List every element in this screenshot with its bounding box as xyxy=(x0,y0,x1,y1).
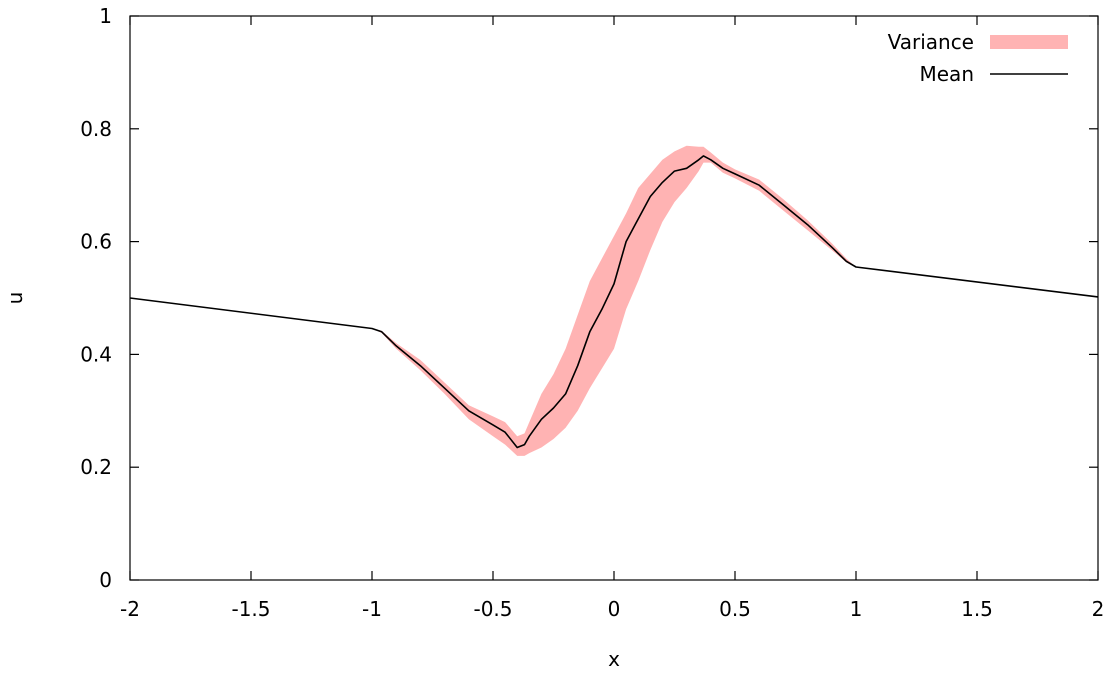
x-tick-label: 2 xyxy=(1092,597,1105,621)
x-tick-label: -2 xyxy=(120,597,140,621)
mean-line-layer xyxy=(129,155,1099,449)
x-tick-label: 1 xyxy=(850,597,863,621)
x-tick-label: -1 xyxy=(362,597,382,621)
y-tick-label: 0.8 xyxy=(80,117,112,141)
y-axis-label: u xyxy=(3,292,27,305)
x-tick-label: -0.5 xyxy=(473,597,512,621)
x-tick-label: 1.5 xyxy=(961,597,993,621)
y-tick-label: 0.2 xyxy=(80,455,112,479)
x-tick-label: 0.5 xyxy=(719,597,751,621)
variance-band-layer xyxy=(372,145,856,456)
x-axis: -2 -1.5 -1 -0.5 0 0.5 1 1.5 2 xyxy=(120,16,1104,621)
y-axis: 0 0.2 0.4 0.6 0.8 1 xyxy=(80,4,1098,592)
legend-swatch-variance xyxy=(990,35,1068,49)
y-tick-label: 0.4 xyxy=(80,342,112,366)
y-tick-label: 1 xyxy=(99,4,112,28)
x-axis-label: x xyxy=(608,647,620,671)
y-tick-label: 0 xyxy=(99,568,112,592)
x-tick-label: -1.5 xyxy=(231,597,270,621)
variance-band xyxy=(372,145,856,456)
y-tick-label: 0.6 xyxy=(80,230,112,254)
legend-label: Mean xyxy=(920,62,975,86)
legend-label: Variance xyxy=(888,30,974,54)
mean-line xyxy=(129,155,1099,449)
legend: Variance Mean xyxy=(888,30,1068,86)
x-tick-label: 0 xyxy=(608,597,621,621)
